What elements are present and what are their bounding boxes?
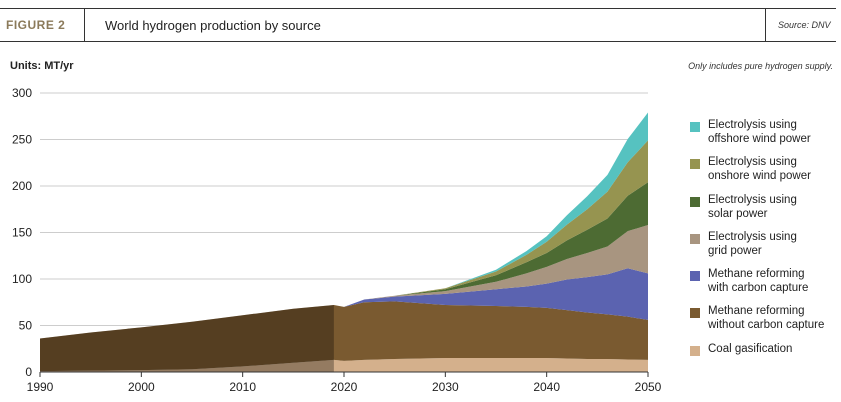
y-tick-label: 200 (12, 179, 32, 193)
legend-item: Electrolysis using offshore wind power (690, 118, 840, 155)
legend-swatch (690, 196, 700, 207)
header-divider (84, 9, 85, 41)
legend-item: Methane reforming with carbon capture (690, 267, 840, 304)
area-series-3 (40, 225, 648, 339)
note-text: Only includes pure hydrogen supply. (688, 61, 833, 71)
axes: 0 50 100 150 200 250 300 1990 2000 2010 2020 2030 20… (12, 86, 662, 394)
y-tick-label: 100 (12, 272, 32, 286)
legend-item: Electrolysis using solar power (690, 193, 840, 230)
legend-swatch (690, 345, 700, 356)
figure-source: Source: DNV (778, 20, 831, 30)
legend-item: Electrolysis using onshore wind power (690, 155, 840, 192)
y-tick-label: 50 (19, 319, 33, 333)
legend: Electrolysis using offshore wind power El… (690, 118, 840, 379)
y-tick-label: 300 (12, 86, 32, 100)
legend-label: Methane reforming with carbon capture (708, 268, 809, 295)
figure-label: FIGURE 2 (6, 18, 66, 32)
legend-swatch (690, 233, 700, 244)
y-tick-label: 250 (12, 133, 32, 147)
x-tick-label: 2040 (533, 380, 560, 394)
legend-item: Electrolysis using grid power (690, 230, 840, 267)
x-tick-label: 2010 (229, 380, 256, 394)
historical-overlay (40, 305, 334, 372)
legend-label: Coal gasification (708, 342, 793, 355)
legend-swatch (690, 159, 700, 170)
legend-item: Coal gasification (690, 342, 840, 379)
x-tick-label: 2030 (432, 380, 459, 394)
legend-swatch (690, 308, 700, 319)
x-tick-label: 1990 (27, 380, 54, 394)
x-tick-label: 2020 (331, 380, 358, 394)
legend-swatch (690, 122, 700, 132)
figure-header: FIGURE 2 World hydrogen production by so… (0, 8, 836, 42)
legend-label: Methane reforming without carbon capture (708, 305, 825, 332)
area-series-2 (40, 268, 648, 339)
stacked-areas (40, 112, 648, 372)
legend-label: Electrolysis using solar power (708, 193, 797, 220)
legend-label: Electrolysis using onshore wind power (708, 156, 811, 183)
legend-label: Electrolysis using offshore wind power (708, 119, 811, 145)
y-tick-label: 150 (12, 226, 32, 240)
header-divider (765, 9, 766, 41)
legend-label: Electrolysis using grid power (708, 230, 797, 257)
x-tick-label: 2000 (128, 380, 155, 394)
x-tick-label: 2050 (635, 380, 662, 394)
y-tick-label: 0 (25, 365, 32, 379)
legend-swatch (690, 271, 700, 282)
historical-shade (40, 305, 334, 372)
area-series-1 (40, 301, 648, 372)
area-series-0 (40, 358, 648, 372)
figure-title: World hydrogen production by source (105, 18, 321, 33)
legend-item: Methane reforming without carbon capture (690, 304, 840, 341)
units-label: Units: MT/yr (10, 60, 74, 72)
